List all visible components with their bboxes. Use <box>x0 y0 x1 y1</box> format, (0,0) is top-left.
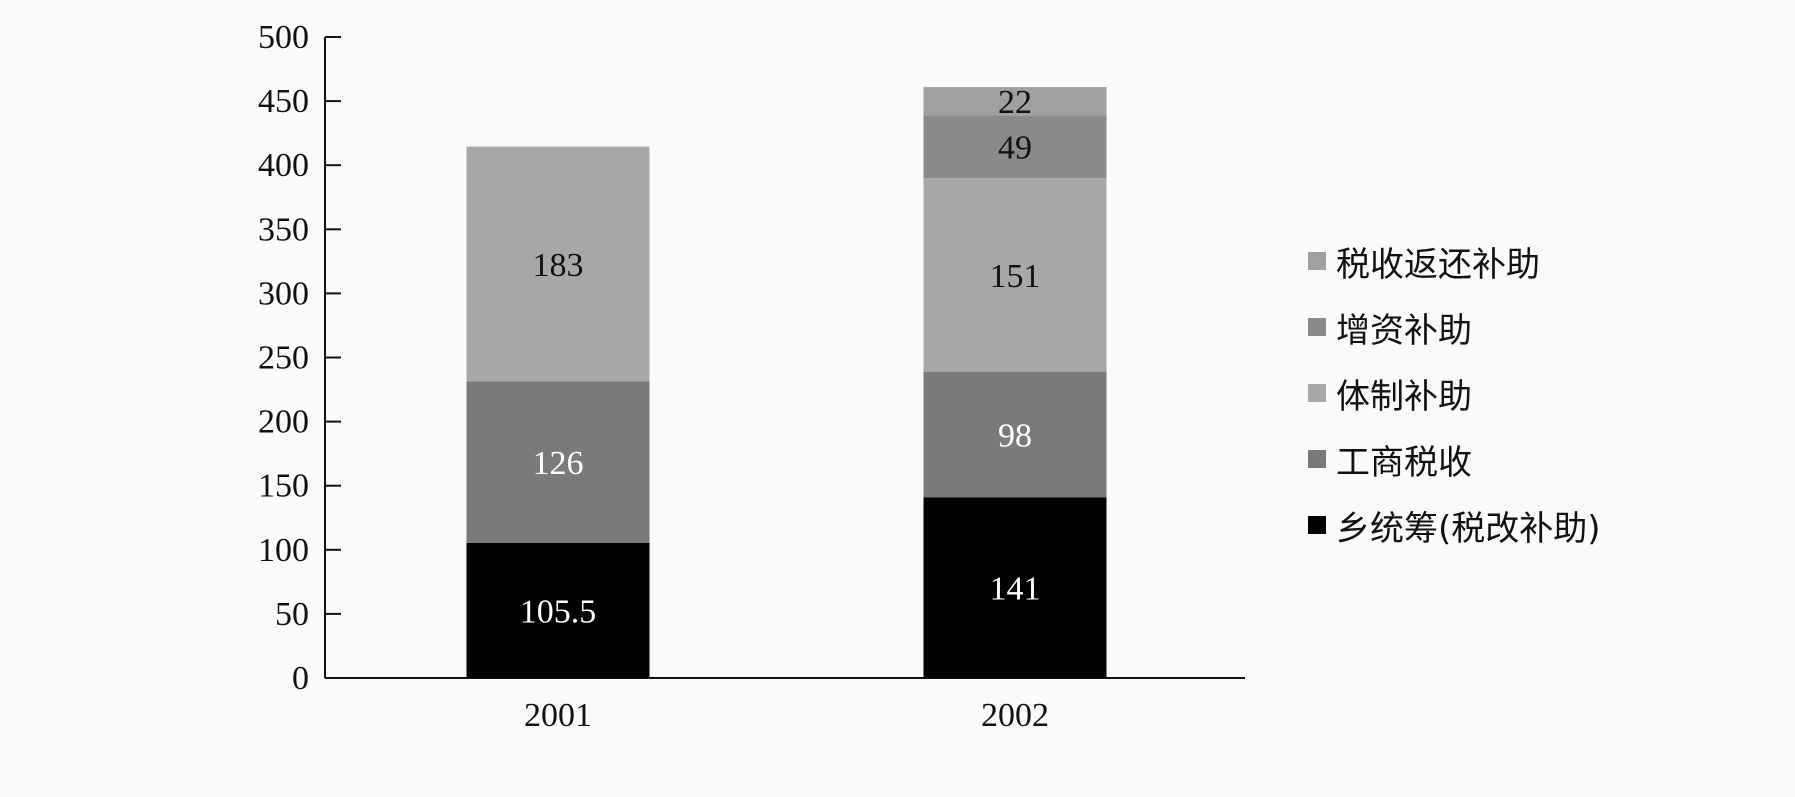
legend-swatch <box>1308 450 1326 468</box>
data-label: 98 <box>998 417 1032 454</box>
bar-segment <box>923 178 1107 372</box>
bar-segment <box>466 146 650 382</box>
data-label: 141 <box>990 571 1041 608</box>
y-tick-label: 350 <box>258 211 309 248</box>
y-tick-label: 400 <box>258 147 309 184</box>
y-tick-label: 100 <box>258 532 309 569</box>
x-tick-label: 2002 <box>981 697 1049 734</box>
data-label: 49 <box>998 130 1032 167</box>
legend-label: 税收返还补助 <box>1336 245 1540 285</box>
legend-swatch <box>1308 384 1326 402</box>
y-tick-label: 0 <box>292 660 309 697</box>
y-tick-label: 300 <box>258 275 309 312</box>
y-tick-label: 150 <box>258 468 309 505</box>
data-label: 105.5 <box>520 593 597 630</box>
legend-swatch <box>1308 516 1326 534</box>
data-label: 126 <box>533 445 584 482</box>
bar-segment <box>923 86 1107 116</box>
legend-label: 增资补助 <box>1336 311 1472 351</box>
x-tick-label: 2001 <box>524 697 592 734</box>
data-label: 151 <box>990 258 1041 295</box>
y-tick-label: 450 <box>258 83 309 120</box>
y-tick-label: 250 <box>258 340 309 377</box>
bar-segment <box>923 115 1107 179</box>
legend-label: 体制补助 <box>1336 377 1472 417</box>
y-tick-label: 200 <box>258 404 309 441</box>
y-tick-label: 500 <box>258 19 309 56</box>
legend-label: 乡统筹(税改补助) <box>1336 509 1601 549</box>
bar-segment <box>466 381 650 543</box>
bar-segment <box>923 371 1107 498</box>
bar-segment <box>466 542 650 678</box>
bar-segment <box>923 497 1107 678</box>
y-tick-label: 50 <box>275 596 309 633</box>
data-label: 183 <box>533 247 584 284</box>
legend-swatch <box>1308 318 1326 336</box>
data-label: 22 <box>998 84 1032 121</box>
legend-label: 工商税收 <box>1336 443 1472 483</box>
legend-swatch <box>1308 252 1326 270</box>
